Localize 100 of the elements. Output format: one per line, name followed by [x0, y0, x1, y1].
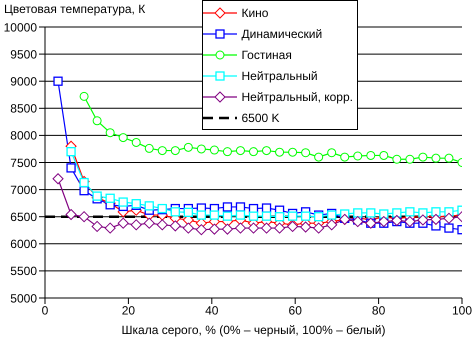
point — [443, 212, 454, 224]
y-axis-title: Цветовая температура, К — [4, 2, 146, 16]
point — [156, 219, 168, 230]
y-tick-label: 6500 — [10, 210, 38, 224]
point — [66, 147, 76, 156]
point — [236, 146, 245, 156]
point — [379, 209, 388, 219]
point — [104, 222, 116, 234]
point — [248, 212, 258, 221]
x-tick-label: 60 — [288, 304, 302, 318]
point — [249, 147, 258, 156]
point — [170, 146, 180, 156]
point — [210, 146, 219, 155]
y-tick-label: 8000 — [10, 128, 38, 143]
legend-label: Гостиная — [241, 48, 292, 62]
point — [262, 212, 272, 221]
point — [78, 211, 90, 222]
point — [106, 194, 115, 203]
legend-label: Динамический — [241, 26, 322, 40]
point — [300, 212, 310, 221]
x-tick-label: 0 — [42, 304, 49, 318]
point — [352, 216, 364, 228]
point — [130, 219, 142, 230]
point — [222, 202, 232, 212]
point — [92, 191, 102, 201]
point — [392, 154, 402, 164]
y-tick-label: 10000 — [4, 20, 38, 34]
point — [301, 148, 310, 158]
point — [222, 224, 233, 235]
point — [366, 150, 376, 160]
point — [53, 76, 63, 86]
x-axis-title: Шкала серого, % (0% – черный, 100% – белый) — [122, 323, 386, 337]
point — [182, 222, 194, 234]
y-tick-label: 9000 — [10, 74, 38, 88]
point — [248, 222, 259, 234]
point — [313, 222, 324, 234]
point — [262, 146, 272, 156]
legend-label: 6500 K — [241, 110, 280, 124]
point — [353, 208, 362, 218]
point — [66, 209, 77, 220]
point — [222, 147, 232, 156]
y-tick-label: 7500 — [10, 156, 38, 170]
point — [184, 208, 193, 218]
point — [431, 207, 441, 216]
point — [444, 223, 454, 233]
point — [314, 152, 324, 162]
point — [79, 186, 89, 196]
point — [106, 128, 115, 138]
legend-label: Нейтральный, корр. — [241, 90, 353, 104]
point — [222, 212, 232, 221]
point — [288, 212, 298, 221]
legend-label: Кино — [241, 6, 268, 20]
point — [80, 92, 89, 101]
point — [236, 210, 246, 220]
point — [327, 148, 336, 158]
point — [144, 144, 154, 153]
point — [275, 148, 284, 157]
point — [170, 207, 180, 216]
point — [300, 222, 312, 232]
x-tick-label: 40 — [205, 304, 219, 318]
point — [184, 142, 193, 152]
point — [261, 222, 272, 234]
x-tick-label: 20 — [122, 304, 136, 318]
point — [418, 152, 428, 162]
y-tick-label: 5000 — [10, 291, 38, 306]
point — [366, 208, 376, 218]
point — [158, 146, 167, 156]
y-tick-label: 8500 — [10, 102, 38, 116]
point — [430, 214, 442, 225]
point — [52, 173, 64, 184]
point — [378, 216, 390, 228]
point — [118, 133, 128, 142]
point — [210, 210, 220, 220]
point — [353, 151, 362, 160]
point — [118, 218, 129, 229]
point — [208, 224, 220, 235]
point — [417, 214, 428, 226]
point — [66, 163, 76, 173]
point — [431, 154, 440, 163]
point — [326, 219, 338, 230]
point — [340, 152, 350, 162]
point — [392, 208, 402, 218]
point — [274, 222, 286, 234]
x-tick-label: 100 — [452, 304, 472, 318]
point — [92, 116, 102, 126]
point — [444, 154, 454, 163]
point — [144, 201, 154, 211]
point — [405, 207, 415, 216]
point — [118, 197, 128, 207]
point — [288, 148, 298, 157]
y-tick-label: 6000 — [10, 237, 38, 252]
y-tick-label: 7000 — [10, 182, 38, 197]
point — [132, 138, 141, 147]
point — [196, 224, 207, 236]
point — [196, 144, 206, 154]
point — [144, 218, 155, 229]
point — [234, 222, 246, 234]
point — [92, 220, 103, 232]
point — [170, 220, 181, 232]
point — [379, 150, 388, 160]
